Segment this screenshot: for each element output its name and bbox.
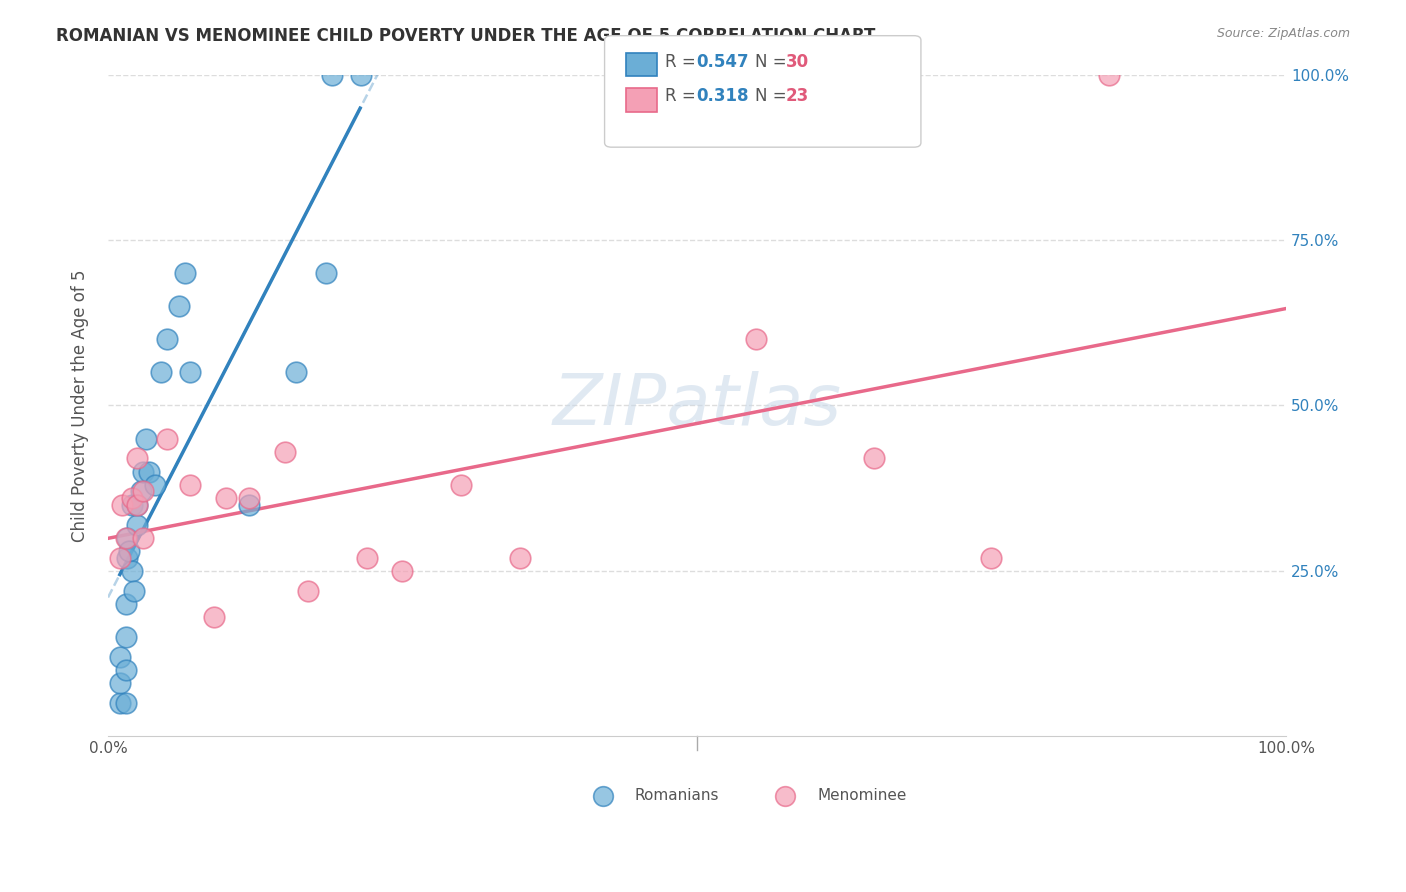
Point	[127, 498, 149, 512]
Point	[315, 266, 337, 280]
Text: 23: 23	[786, 87, 810, 105]
Point	[135, 432, 157, 446]
Text: ROMANIAN VS MENOMINEE CHILD POVERTY UNDER THE AGE OF 5 CORRELATION CHART: ROMANIAN VS MENOMINEE CHILD POVERTY UNDE…	[56, 27, 876, 45]
Point	[775, 789, 797, 803]
Point	[179, 365, 201, 379]
Point	[173, 266, 195, 280]
Point	[111, 498, 134, 512]
Point	[114, 597, 136, 611]
Text: Source: ZipAtlas.com: Source: ZipAtlas.com	[1216, 27, 1350, 40]
Point	[121, 491, 143, 505]
Point	[238, 491, 260, 505]
Point	[127, 498, 149, 512]
Text: R =: R =	[665, 87, 702, 105]
Point	[450, 478, 472, 492]
Point	[745, 332, 768, 346]
Text: R =: R =	[665, 54, 702, 71]
Point	[179, 478, 201, 492]
Point	[132, 484, 155, 499]
Point	[1098, 68, 1121, 82]
Point	[132, 531, 155, 545]
Point	[121, 564, 143, 578]
Text: N =: N =	[755, 54, 792, 71]
Point	[862, 451, 884, 466]
Text: N =: N =	[755, 87, 792, 105]
Point	[356, 550, 378, 565]
Point	[156, 432, 179, 446]
Point	[285, 365, 308, 379]
Point	[202, 610, 225, 624]
Point	[108, 550, 131, 565]
Point	[238, 498, 260, 512]
Point	[114, 663, 136, 677]
Point	[167, 299, 190, 313]
Point	[592, 789, 614, 803]
Point	[114, 531, 136, 545]
Point	[391, 564, 413, 578]
Point	[108, 696, 131, 710]
Point	[215, 491, 238, 505]
Point	[980, 550, 1002, 565]
Point	[127, 517, 149, 532]
Point	[350, 68, 373, 82]
Text: Menominee: Menominee	[817, 789, 907, 804]
Point	[114, 630, 136, 644]
Text: 0.547: 0.547	[696, 54, 748, 71]
Point	[127, 451, 149, 466]
Point	[156, 332, 179, 346]
Point	[108, 649, 131, 664]
Point	[150, 365, 173, 379]
Point	[108, 676, 131, 690]
Point	[118, 544, 141, 558]
Point	[115, 550, 138, 565]
Text: 30: 30	[786, 54, 808, 71]
Text: 0.318: 0.318	[696, 87, 748, 105]
Point	[129, 484, 152, 499]
Text: ZIPatlas: ZIPatlas	[553, 371, 841, 440]
Point	[121, 498, 143, 512]
Point	[138, 465, 160, 479]
Point	[143, 478, 166, 492]
Point	[297, 583, 319, 598]
Point	[321, 68, 343, 82]
Point	[132, 465, 155, 479]
Y-axis label: Child Poverty Under the Age of 5: Child Poverty Under the Age of 5	[72, 269, 89, 541]
Point	[273, 444, 295, 458]
Text: Romanians: Romanians	[634, 789, 718, 804]
Point	[114, 696, 136, 710]
Point	[122, 583, 145, 598]
Point	[115, 531, 138, 545]
Point	[509, 550, 531, 565]
